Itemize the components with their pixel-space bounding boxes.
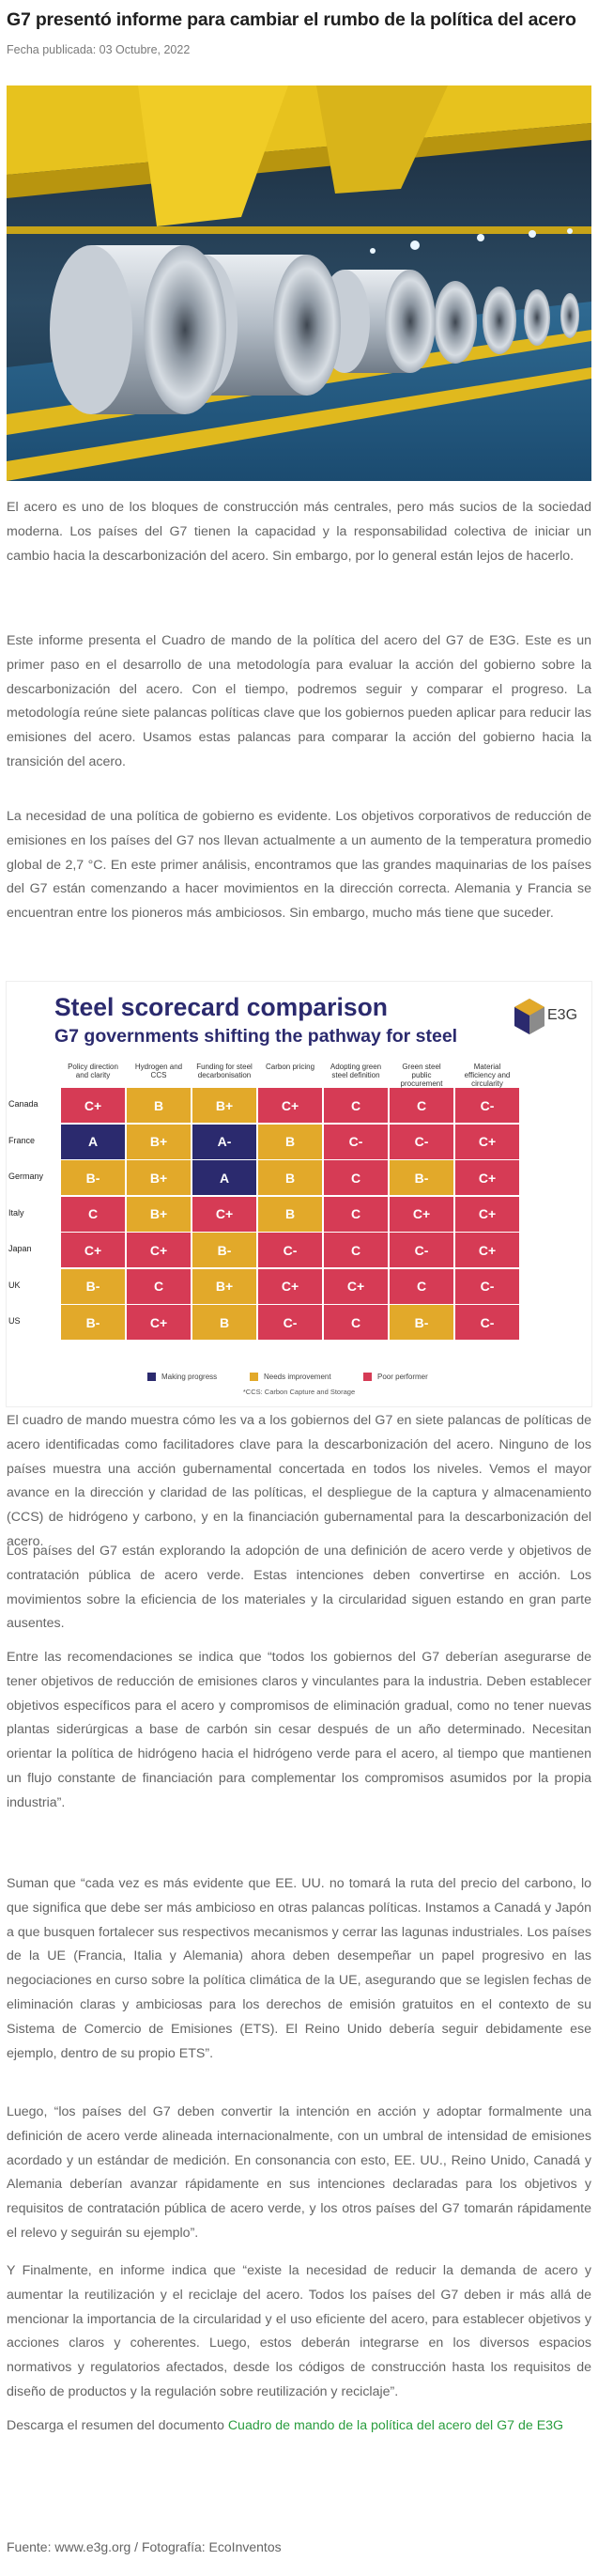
paragraph-5: Los países del G7 están explorando la ad… — [7, 1544, 591, 1632]
scorecard-grade-cell: C+ — [390, 1196, 453, 1232]
scorecard-grade-cell: C- — [390, 1124, 453, 1159]
scorecard-download-link[interactable]: Cuadro de mando de la política del acero… — [227, 2418, 564, 2433]
scorecard-grade-cell: B — [258, 1160, 322, 1195]
scorecard-grade-cell: C- — [455, 1088, 519, 1123]
scorecard-grade-cell: B- — [61, 1160, 125, 1195]
scorecard-grade-cell: C+ — [455, 1160, 519, 1195]
paragraph-9: Y Finalmente, en informe indica que “exi… — [7, 2263, 591, 2399]
scorecard-grade-cell: C — [324, 1088, 388, 1123]
scorecard-country-label: France — [8, 1135, 36, 1145]
paragraph-4: El cuadro de mando muestra cómo les va a… — [7, 1413, 591, 1549]
scorecard-column-header: Material efficiency and circularity — [464, 1063, 511, 1088]
scorecard-grade-cell: B- — [61, 1268, 125, 1304]
scorecard-grade-cell: B+ — [127, 1124, 191, 1159]
scorecard-grade-cell: B — [192, 1305, 256, 1340]
scorecard-subtitle: G7 governments shifting the pathway for … — [54, 1026, 458, 1047]
hero-image-steel-coils — [7, 85, 591, 481]
scorecard-grade-cell: C — [127, 1268, 191, 1304]
scorecard-grade-cell: C+ — [192, 1196, 256, 1232]
scorecard-country-label: UK — [8, 1280, 21, 1290]
paragraph-8: Luego, “los países del G7 deben converti… — [7, 2104, 591, 2241]
scorecard-grade-cell: C+ — [127, 1305, 191, 1340]
scorecard-grade-cell: B+ — [192, 1088, 256, 1123]
scorecard-grade-cell: B- — [61, 1305, 125, 1340]
scorecard-column-header: Policy direction and clarity — [68, 1063, 118, 1079]
scorecard-grade-cell: C — [390, 1268, 453, 1304]
steel-scorecard: Steel scorecard comparison G7 government… — [7, 982, 591, 1406]
scorecard-grade-cell: B- — [192, 1233, 256, 1267]
scorecard-column-header: Hydrogen and CCS — [134, 1063, 183, 1079]
scorecard-grade-cell: B — [258, 1124, 322, 1159]
scorecard-grade-cell: A — [61, 1124, 125, 1159]
scorecard-grade-cell: C — [324, 1305, 388, 1340]
publish-date: Fecha publicada: 03 Octubre, 2022 — [7, 43, 191, 56]
scorecard-country-label: US — [8, 1316, 21, 1326]
download-prefix: Descarga el resumen del documento — [7, 2418, 228, 2433]
scorecard-grade-cell: C+ — [258, 1268, 322, 1304]
paragraph-3: La necesidad de una política de gobierno… — [7, 809, 591, 922]
scorecard-country-label: Canada — [8, 1099, 38, 1109]
scorecard-grade-cell: C- — [390, 1233, 453, 1267]
scorecard-grade-cell: C — [324, 1196, 388, 1232]
scorecard-grade-cell: C+ — [324, 1268, 388, 1304]
scorecard-grade-cell: C+ — [455, 1196, 519, 1232]
scorecard-grade-cell: A — [192, 1160, 256, 1195]
scorecard-grade-cell: C+ — [61, 1088, 125, 1123]
scorecard-column-header: Carbon pricing — [265, 1063, 315, 1071]
scorecard-grade-cell: C+ — [127, 1233, 191, 1267]
scorecard-grade-cell: A- — [192, 1124, 256, 1159]
scorecard-grade-cell: B+ — [127, 1196, 191, 1232]
scorecard-country-label: Italy — [8, 1207, 24, 1218]
e3g-logo-text: E3G — [547, 1007, 578, 1023]
scorecard-grade-cell: C — [324, 1233, 388, 1267]
scorecard-grade-cell: C+ — [455, 1124, 519, 1159]
scorecard-grade-cell: B- — [390, 1305, 453, 1340]
legend-poor-performer: Poor performer — [363, 1372, 428, 1381]
scorecard-grade-cell: C- — [455, 1305, 519, 1340]
source-credit: Fuente: www.e3g.org / Fotografía: EcoInv… — [7, 2539, 282, 2554]
scorecard-column-header: Funding for steel decarbonisation — [196, 1063, 253, 1079]
scorecard-grade-cell: B — [127, 1088, 191, 1123]
paragraph-2: Este informe presenta el Cuadro de mando… — [7, 633, 591, 769]
e3g-logo — [514, 999, 544, 1034]
scorecard-grade-cell: C- — [258, 1233, 322, 1267]
download-paragraph: Descarga el resumen del documento Cuadro… — [7, 2414, 591, 2439]
scorecard-grade-cell: C- — [455, 1268, 519, 1304]
scorecard-grade-cell: C+ — [258, 1088, 322, 1123]
paragraph-7: Suman que “cada vez es más evidente que … — [7, 1876, 591, 2061]
scorecard-column-header: Adopting green steel definition — [330, 1063, 382, 1079]
scorecard-column-header: Green steel public procurement — [400, 1063, 443, 1088]
scorecard-grade-cell: C+ — [455, 1233, 519, 1267]
scorecard-grade-cell: B+ — [127, 1160, 191, 1195]
scorecard-grade-cell: C+ — [61, 1233, 125, 1267]
scorecard-country-label: Germany — [8, 1172, 44, 1181]
scorecard-grade-cell: B — [258, 1196, 322, 1232]
scorecard-title: Steel scorecard comparison — [54, 993, 388, 1021]
legend-making-progress: Making progress — [147, 1372, 217, 1381]
scorecard-grade-cell: C — [61, 1196, 125, 1232]
article-title: G7 presentó informe para cambiar el rumb… — [7, 9, 576, 30]
scorecard-grade-cell: B+ — [192, 1268, 256, 1304]
scorecard-grade-cell: C — [324, 1160, 388, 1195]
scorecard-grade-cell: C- — [258, 1305, 322, 1340]
scorecard-grade-cell: C — [390, 1088, 453, 1123]
legend-needs-improvement: Needs improvement — [250, 1372, 331, 1381]
scorecard-footnote: *CCS: Carbon Capture and Storage — [242, 1388, 356, 1396]
scorecard-grade-cell: C- — [324, 1124, 388, 1159]
scorecard-country-label: Japan — [8, 1244, 32, 1253]
paragraph-6: Entre las recomendaciones se indica que … — [7, 1650, 591, 1810]
scorecard-grade-cell: B- — [390, 1160, 453, 1195]
paragraph-1: El acero es uno de los bloques de constr… — [7, 500, 591, 564]
